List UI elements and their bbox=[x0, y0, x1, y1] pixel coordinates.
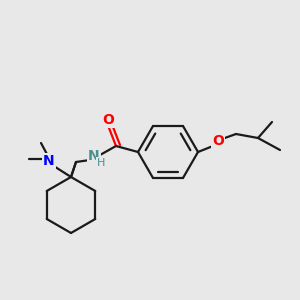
Text: N: N bbox=[88, 149, 100, 163]
Text: N: N bbox=[43, 154, 55, 168]
Text: H: H bbox=[97, 158, 105, 168]
Text: O: O bbox=[102, 113, 114, 127]
Text: O: O bbox=[212, 134, 224, 148]
